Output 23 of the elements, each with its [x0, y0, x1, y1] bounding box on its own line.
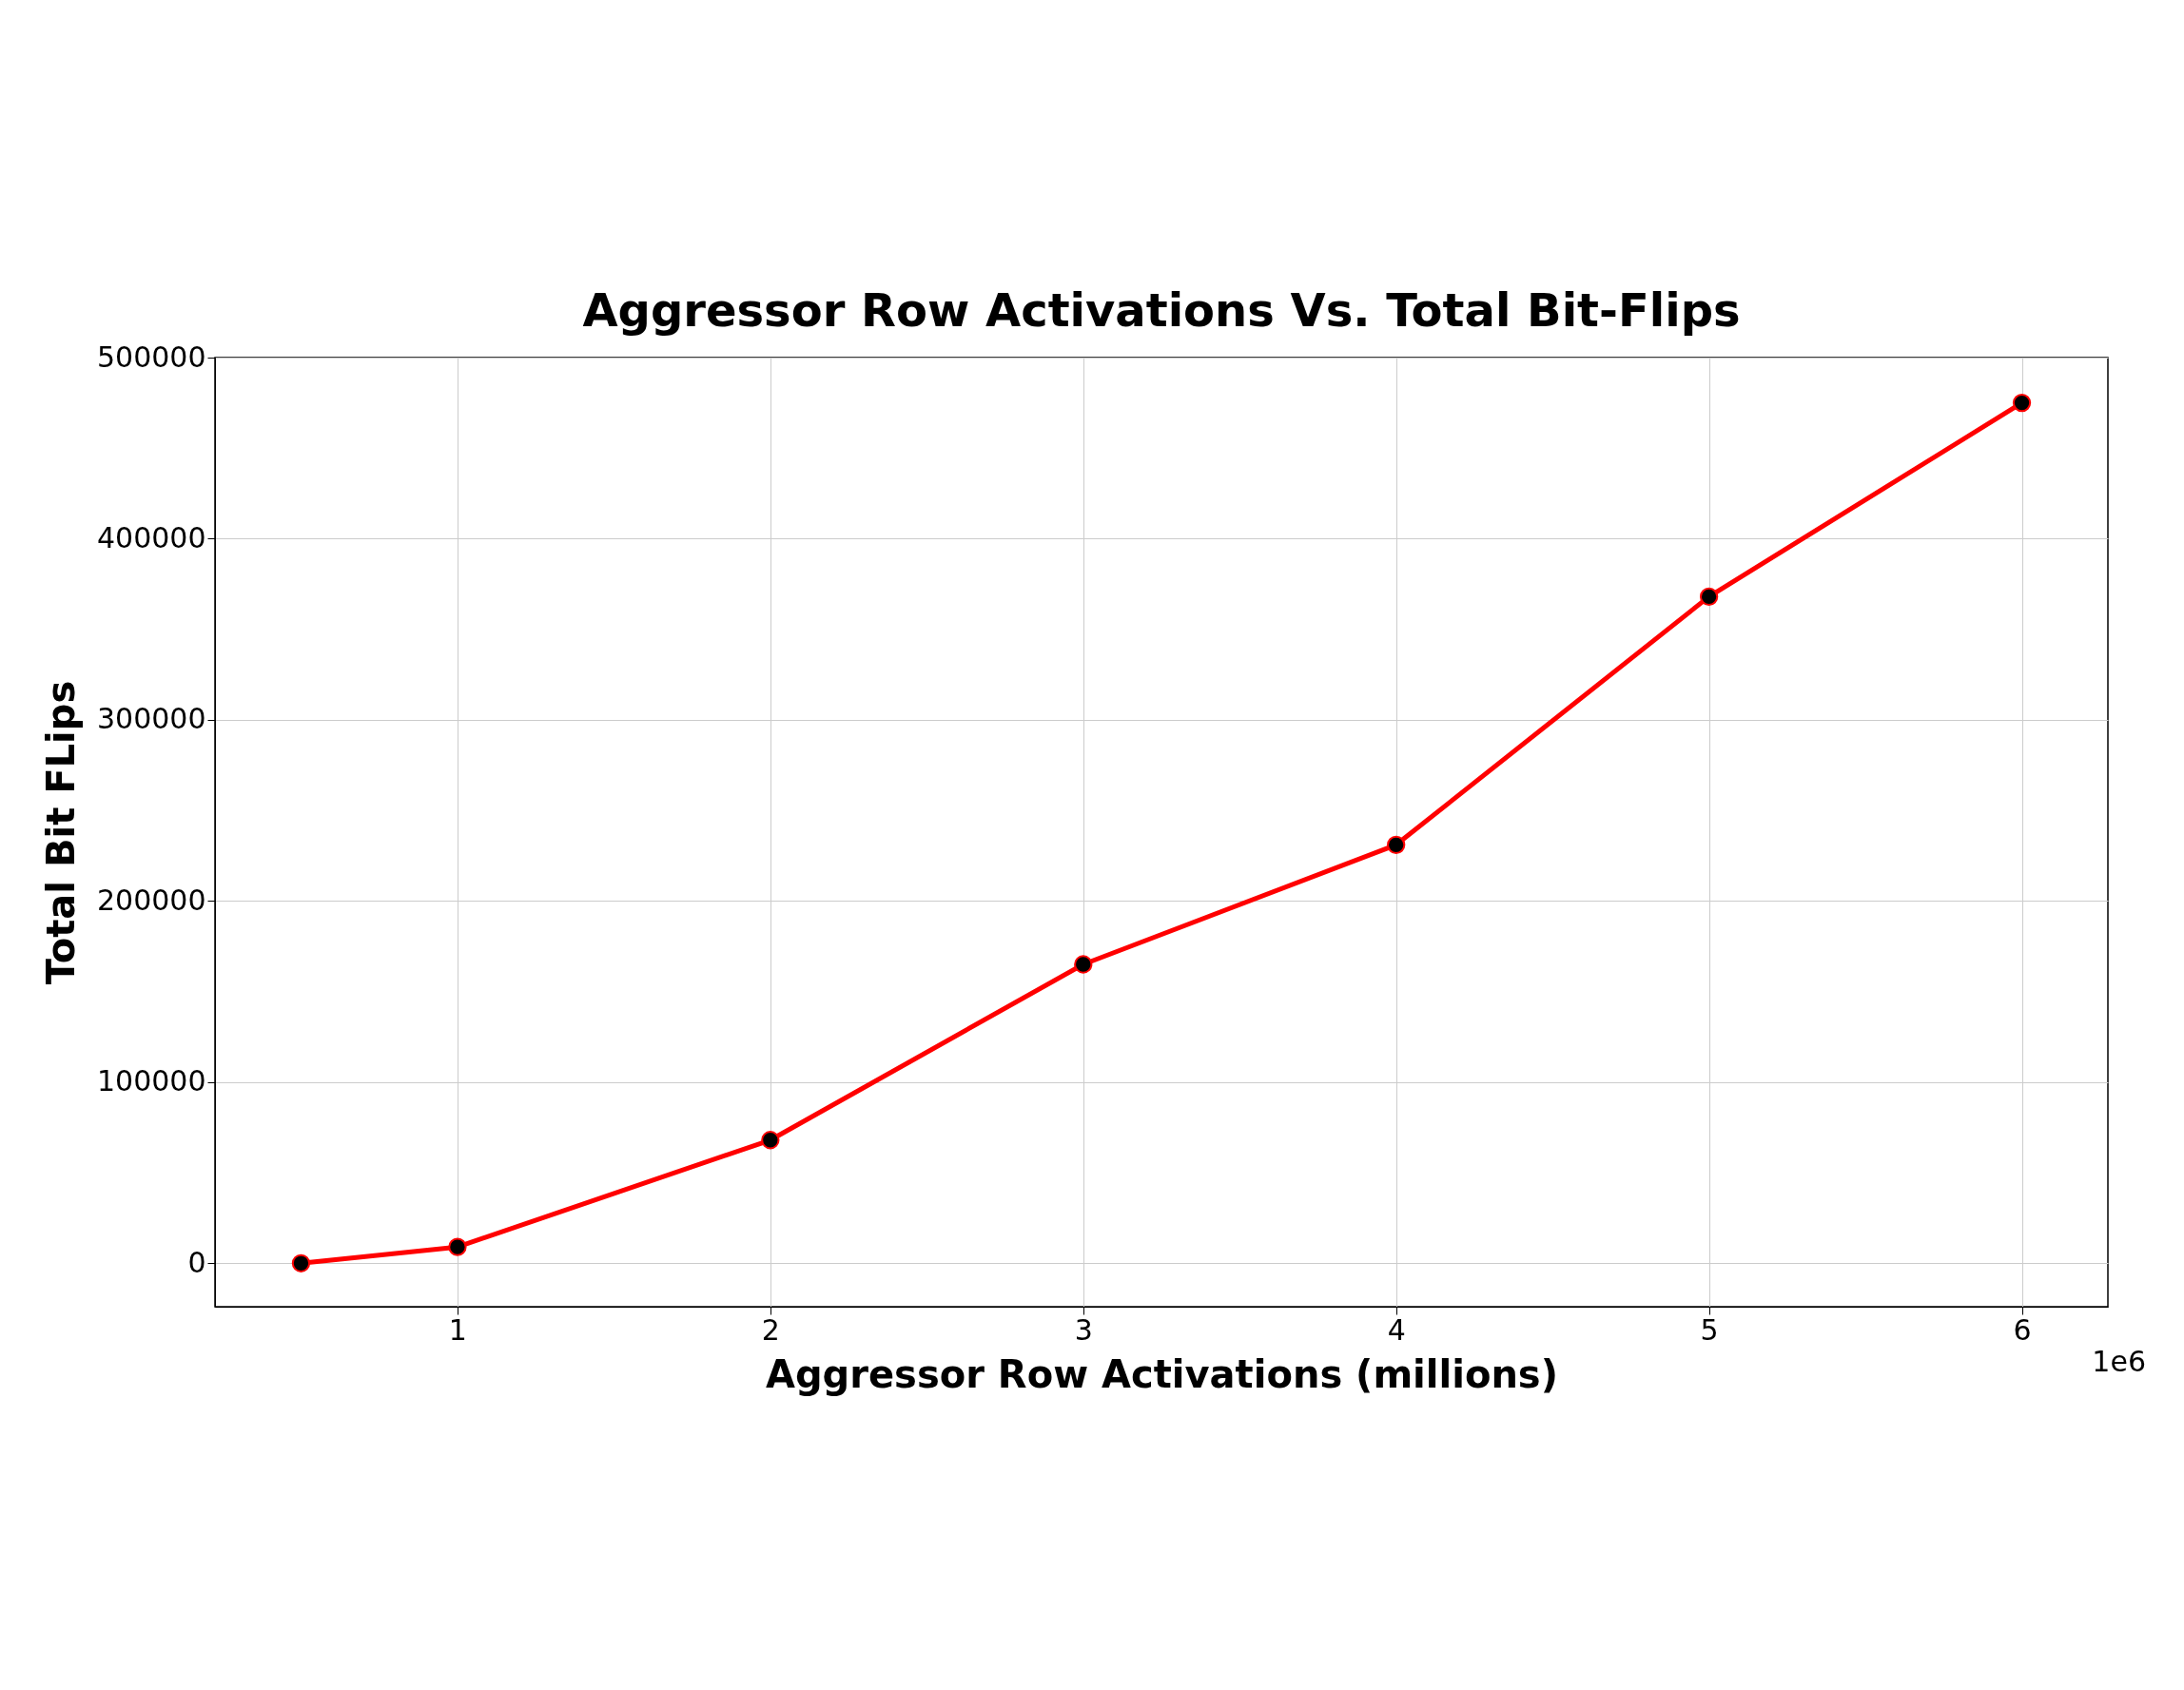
x-tick-label: 6: [2013, 1312, 2032, 1347]
x-tick-label: 1: [448, 1312, 467, 1347]
text: 1e6: [2092, 1345, 2146, 1378]
x-axis-title: Aggressor Row Activations (millions): [766, 1351, 1558, 1396]
chart-title: Aggressor Row Activations Vs. Total Bit-Flips: [582, 283, 1741, 337]
x-tick-label: 4: [1387, 1312, 1406, 1347]
x-tick-label: 3: [1074, 1312, 1093, 1347]
y-tick-label: 300000: [96, 702, 206, 736]
x-tick-label: 2: [761, 1312, 780, 1347]
y-tick-label: 200000: [96, 883, 206, 917]
y-axis-title: Total Bit FLips: [38, 680, 83, 985]
point: [1387, 835, 1406, 854]
point: [448, 1237, 467, 1256]
point: [761, 1131, 780, 1150]
y-tick-label: 400000: [96, 520, 206, 554]
y-tick-label: 100000: [96, 1064, 206, 1098]
x-tick-label: 5: [1700, 1312, 1719, 1347]
point: [1699, 587, 1719, 607]
y-tick-label: 0: [187, 1245, 206, 1279]
point: [291, 1253, 311, 1272]
y-tick-label: 500000: [96, 340, 206, 374]
point: [1074, 955, 1093, 974]
point: [2012, 393, 2032, 413]
